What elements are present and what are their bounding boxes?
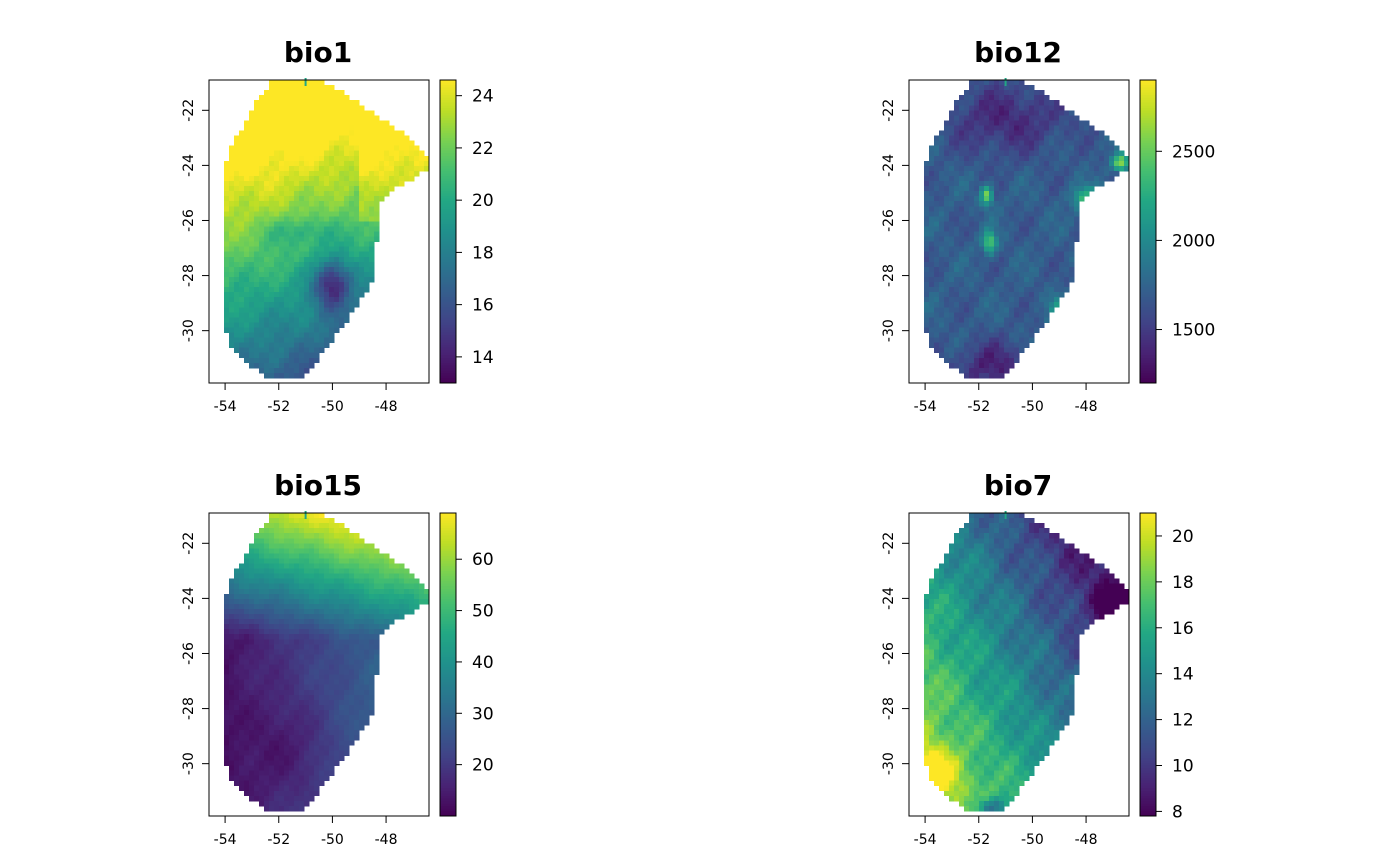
x-tick-label: -52 bbox=[267, 832, 290, 848]
colorbar-tick-label: 40 bbox=[472, 653, 494, 673]
x-tick-label: -52 bbox=[967, 832, 990, 848]
x-tick-label: -50 bbox=[321, 399, 344, 415]
panel-title: bio15 bbox=[274, 469, 362, 502]
x-tick-label: -52 bbox=[267, 399, 290, 415]
y-tick-label: -28 bbox=[181, 697, 197, 720]
plot-frame bbox=[908, 512, 1130, 817]
x-tick-label: -52 bbox=[967, 399, 990, 415]
colorbar-tick-label: 16 bbox=[472, 296, 494, 316]
colorbar-tick-label: 12 bbox=[1172, 711, 1194, 731]
colorbar-frame bbox=[439, 512, 457, 817]
plot-frame bbox=[208, 79, 430, 384]
y-tick-label: -22 bbox=[181, 532, 197, 555]
y-tick-label: -26 bbox=[181, 642, 197, 665]
x-tick-label: -48 bbox=[1075, 399, 1098, 415]
panel-title: bio7 bbox=[984, 469, 1052, 502]
x-tick-label: -50 bbox=[1021, 399, 1044, 415]
y-tick-label: -28 bbox=[181, 264, 197, 287]
colorbar-tick-label: 30 bbox=[472, 704, 494, 724]
y-tick-label: -30 bbox=[181, 319, 197, 342]
raster-cells bbox=[924, 80, 1130, 379]
y-tick-label: -24 bbox=[181, 154, 197, 177]
x-tick-label: -48 bbox=[375, 399, 398, 415]
colorbar-frame bbox=[1139, 512, 1157, 817]
y-tick-label: -24 bbox=[181, 587, 197, 610]
panel-title: bio1 bbox=[284, 36, 352, 69]
y-tick-label: -22 bbox=[881, 99, 897, 122]
x-tick-label: -54 bbox=[914, 399, 937, 415]
y-tick-label: -22 bbox=[181, 99, 197, 122]
colorbar-frame bbox=[1139, 79, 1157, 384]
colorbar-tick-label: 20 bbox=[1172, 527, 1194, 547]
colorbar-tick-label: 18 bbox=[1172, 573, 1194, 593]
colorbar-tick-label: 10 bbox=[1172, 757, 1194, 777]
y-tick-label: -26 bbox=[881, 642, 897, 665]
panel-title: bio12 bbox=[974, 36, 1062, 69]
y-tick-label: -30 bbox=[181, 752, 197, 775]
colorbar-tick-label: 20 bbox=[472, 756, 494, 776]
y-tick-label: -28 bbox=[881, 264, 897, 287]
colorbar-tick-label: 50 bbox=[472, 602, 494, 622]
y-tick-label: -26 bbox=[181, 209, 197, 232]
colorbar-tick-label: 14 bbox=[472, 348, 494, 368]
plot-frame bbox=[908, 79, 1130, 384]
y-tick-label: -22 bbox=[881, 532, 897, 555]
y-tick-label: -28 bbox=[881, 697, 897, 720]
x-tick-label: -54 bbox=[914, 832, 937, 848]
colorbar-tick-label: 60 bbox=[472, 550, 494, 570]
y-tick-label: -26 bbox=[881, 209, 897, 232]
colorbar-tick-label: 2000 bbox=[1172, 231, 1215, 251]
raster-panel-bio12: bio12 -54 -52 -50 -48 -22 -24 -26 -28 -30 1500 2000… bbox=[881, 36, 1215, 415]
colorbar-tick-label: 14 bbox=[1172, 665, 1194, 685]
colorbar-frame bbox=[439, 79, 457, 384]
x-tick-label: -48 bbox=[1075, 832, 1098, 848]
raster-panel-bio7: bio7 -54 -52 -50 -48 -22 -24 -26 -28 -30 8 10 12 14 16… bbox=[881, 469, 1194, 848]
y-tick-label: -24 bbox=[881, 587, 897, 610]
colorbar bbox=[1140, 513, 1156, 817]
colorbar-tick-label: 20 bbox=[472, 191, 494, 211]
x-tick-label: -48 bbox=[375, 832, 398, 848]
x-tick-label: -50 bbox=[1021, 832, 1044, 848]
y-tick-label: -30 bbox=[881, 752, 897, 775]
x-tick-label: -50 bbox=[321, 832, 344, 848]
colorbar-tick-label: 18 bbox=[472, 243, 494, 263]
colorbar-tick-label: 8 bbox=[1172, 802, 1183, 822]
raster-cells bbox=[224, 513, 430, 812]
colorbar bbox=[1140, 80, 1156, 384]
x-tick-label: -54 bbox=[214, 399, 237, 415]
colorbar bbox=[440, 513, 456, 817]
y-tick-label: -30 bbox=[881, 319, 897, 342]
colorbar bbox=[440, 80, 456, 384]
colorbar-tick-label: 1500 bbox=[1172, 321, 1215, 341]
raster-cells bbox=[924, 513, 1130, 812]
colorbar-tick-label: 24 bbox=[472, 87, 494, 107]
plot-frame bbox=[208, 512, 430, 817]
colorbar-tick-label: 22 bbox=[472, 139, 494, 159]
colorbar-tick-label: 2500 bbox=[1172, 142, 1215, 162]
raster-cells bbox=[224, 80, 430, 379]
y-tick-label: -24 bbox=[881, 154, 897, 177]
x-tick-label: -54 bbox=[214, 832, 237, 848]
raster-panel-bio15: bio15 -54 -52 -50 -48 -22 -24 -26 -28 -30 20 30 40 50… bbox=[181, 469, 494, 848]
colorbar-tick-label: 16 bbox=[1172, 619, 1194, 639]
raster-panel-bio1: bio1 -54 -52 -50 -48 -22 -24 -26 -28 -30 14 16 18 20 2… bbox=[181, 36, 494, 415]
